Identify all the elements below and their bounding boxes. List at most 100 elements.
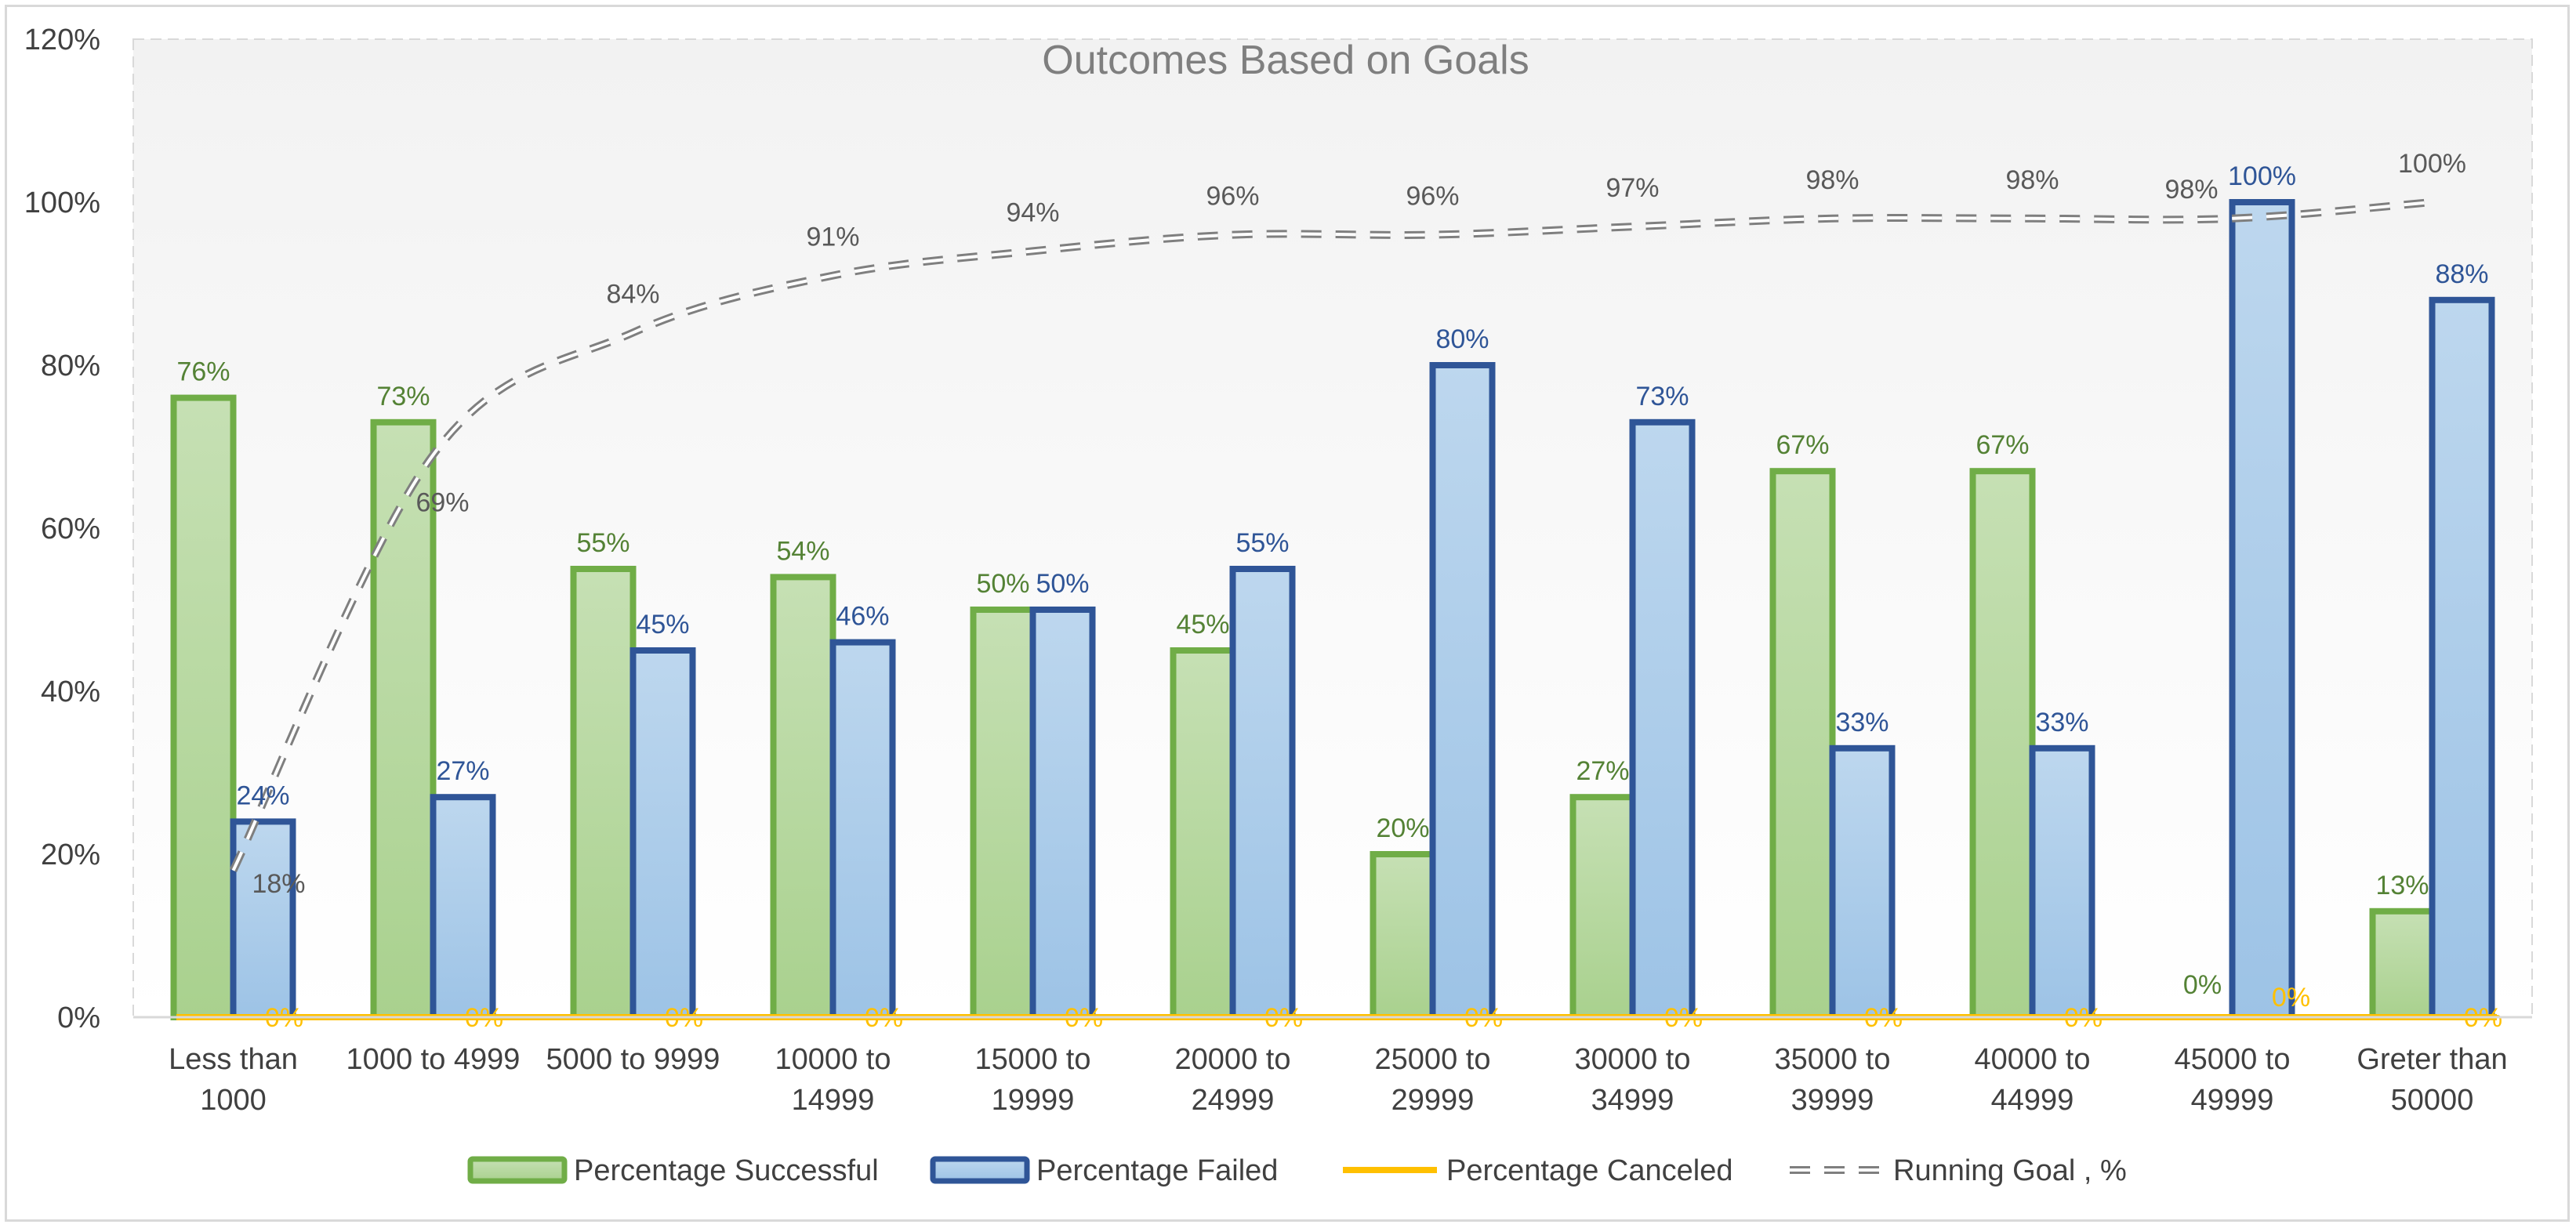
x-tick-label: 1000 to 4999 bbox=[346, 1043, 521, 1076]
data-label-failed: 33% bbox=[2035, 708, 2088, 737]
data-label-running-goal: 98% bbox=[2164, 175, 2218, 205]
legend-swatch bbox=[930, 1156, 1030, 1184]
data-label-failed: 27% bbox=[436, 756, 489, 786]
x-tick-label: 45000 to bbox=[2175, 1043, 2291, 1076]
data-label-running-goal: 98% bbox=[1805, 165, 1859, 195]
data-label-failed: 24% bbox=[236, 781, 289, 810]
x-tick-label: Less than bbox=[169, 1043, 298, 1076]
data-label-failed: 46% bbox=[836, 602, 889, 632]
data-label-running-goal: 98% bbox=[2005, 165, 2059, 195]
bar-failed bbox=[430, 794, 496, 1020]
y-tick-label: 80% bbox=[41, 350, 100, 382]
bar-successful bbox=[1370, 851, 1436, 1020]
data-label-failed: 50% bbox=[1036, 569, 1089, 599]
bar-failed bbox=[2029, 744, 2095, 1020]
legend[interactable]: Percentage Successful Percentage Failed Pe… bbox=[467, 1154, 2127, 1187]
data-label-running-goal: 91% bbox=[806, 223, 859, 252]
data-label-successful: 67% bbox=[1776, 430, 1829, 460]
x-tick-label: 14999 bbox=[792, 1084, 875, 1117]
bar-failed bbox=[829, 639, 896, 1020]
x-tick-label: 29999 bbox=[1391, 1084, 1475, 1117]
legend-item-successful[interactable]: Percentage Successful bbox=[467, 1154, 879, 1187]
bar-successful bbox=[770, 574, 836, 1020]
bar-successful bbox=[1170, 647, 1236, 1020]
data-label-canceled: 0% bbox=[2272, 983, 2310, 1012]
bar-failed bbox=[629, 647, 696, 1020]
data-label-running-goal: 96% bbox=[1406, 182, 1459, 212]
data-label-running-goal: 18% bbox=[252, 869, 305, 899]
x-tick-label: 20000 to bbox=[1175, 1043, 1291, 1076]
x-tick-label: 40000 to bbox=[1975, 1043, 2091, 1076]
legend-label: Percentage Canceled bbox=[1446, 1154, 1732, 1187]
x-tick-label: 39999 bbox=[1791, 1084, 1874, 1117]
legend-item-failed[interactable]: Percentage Failed bbox=[930, 1154, 1278, 1187]
x-tick-label: 30000 to bbox=[1575, 1043, 1691, 1076]
y-tick-label: 20% bbox=[41, 839, 100, 871]
y-tick-label: 120% bbox=[24, 24, 100, 56]
data-label-running-goal: 96% bbox=[1206, 182, 1259, 212]
y-tick-label: 100% bbox=[24, 187, 100, 219]
x-tick-label: 19999 bbox=[992, 1084, 1075, 1117]
data-label-failed: 88% bbox=[2435, 259, 2488, 289]
bar-successful bbox=[1569, 794, 1636, 1020]
x-tick-label: 5000 to 9999 bbox=[546, 1043, 720, 1076]
data-label-failed: 73% bbox=[1635, 382, 1689, 411]
data-label-successful: 20% bbox=[1376, 813, 1429, 843]
line-running-goal bbox=[231, 201, 2433, 871]
data-label-successful: 45% bbox=[1176, 610, 1229, 639]
data-label-failed: 33% bbox=[1835, 708, 1888, 737]
bar-failed bbox=[1029, 607, 1096, 1020]
data-label-failed: 55% bbox=[1235, 528, 1289, 558]
bar-successful bbox=[1969, 468, 2036, 1020]
y-tick-label: 40% bbox=[41, 676, 100, 708]
bar-successful bbox=[970, 607, 1036, 1020]
x-axis: Less than 1000 1000 to 4999 5000 to 9999 100… bbox=[133, 1016, 2532, 1117]
data-label-running-goal: 94% bbox=[1006, 197, 1059, 227]
x-tick-label: 49999 bbox=[2191, 1084, 2274, 1117]
bar-successful bbox=[2369, 907, 2436, 1021]
data-label-failed: 45% bbox=[636, 610, 689, 639]
bar-failed bbox=[1629, 418, 1696, 1020]
x-tick-label: 24999 bbox=[1192, 1084, 1275, 1117]
data-label-successful: 73% bbox=[376, 382, 430, 411]
bar-failed bbox=[2229, 199, 2295, 1020]
bar-failed bbox=[2429, 296, 2495, 1020]
x-tick-label: 44999 bbox=[1991, 1084, 2074, 1117]
x-tick-label: 1000 bbox=[200, 1084, 267, 1117]
x-tick-label: 10000 to bbox=[775, 1043, 891, 1076]
bar-successful bbox=[1769, 468, 1836, 1020]
data-label-successful: 67% bbox=[1976, 430, 2029, 460]
bar-failed bbox=[1429, 362, 1496, 1020]
data-label-failed: 100% bbox=[2228, 161, 2296, 191]
data-label-running-goal: 69% bbox=[415, 487, 469, 517]
x-tick-label: 35000 to bbox=[1775, 1043, 1891, 1076]
legend-label: Percentage Failed bbox=[1036, 1154, 1278, 1187]
x-tick-label: 25000 to bbox=[1375, 1043, 1491, 1076]
data-label-running-goal: 97% bbox=[1605, 173, 1659, 203]
data-label-successful: 27% bbox=[1576, 756, 1629, 786]
data-label-successful: 50% bbox=[976, 569, 1029, 599]
x-tick-label: 15000 to bbox=[975, 1043, 1091, 1076]
bar-successful bbox=[570, 566, 637, 1020]
data-label-failed: 80% bbox=[1435, 324, 1489, 354]
legend-label: Running Goal , % bbox=[1893, 1154, 2127, 1187]
data-label-successful: 54% bbox=[776, 536, 829, 566]
bar-successful bbox=[370, 418, 437, 1020]
y-tick-label: 60% bbox=[41, 513, 100, 545]
data-label-running-goal: 84% bbox=[606, 279, 659, 309]
y-tick-label: 0% bbox=[57, 1002, 100, 1034]
y-axis: 0% 20% 40% 60% 80% 100% 120% bbox=[24, 24, 100, 1034]
x-tick-label: Greter than bbox=[2356, 1043, 2507, 1076]
data-label-successful: 13% bbox=[2375, 871, 2429, 900]
plot-area bbox=[132, 38, 2533, 1018]
data-label-successful: 76% bbox=[176, 357, 230, 387]
legend-label: Percentage Successful bbox=[574, 1154, 879, 1187]
data-label-successful: 55% bbox=[576, 528, 629, 558]
bars bbox=[170, 199, 2495, 1021]
legend-item-canceled[interactable]: Percentage Canceled bbox=[1343, 1154, 1732, 1187]
x-tick-label: 34999 bbox=[1591, 1084, 1674, 1117]
legend-item-running-goal[interactable]: Running Goal , % bbox=[1790, 1154, 2127, 1187]
chart-title: Outcomes Based on Goals bbox=[1042, 38, 1529, 83]
bar-failed bbox=[1229, 566, 1296, 1020]
